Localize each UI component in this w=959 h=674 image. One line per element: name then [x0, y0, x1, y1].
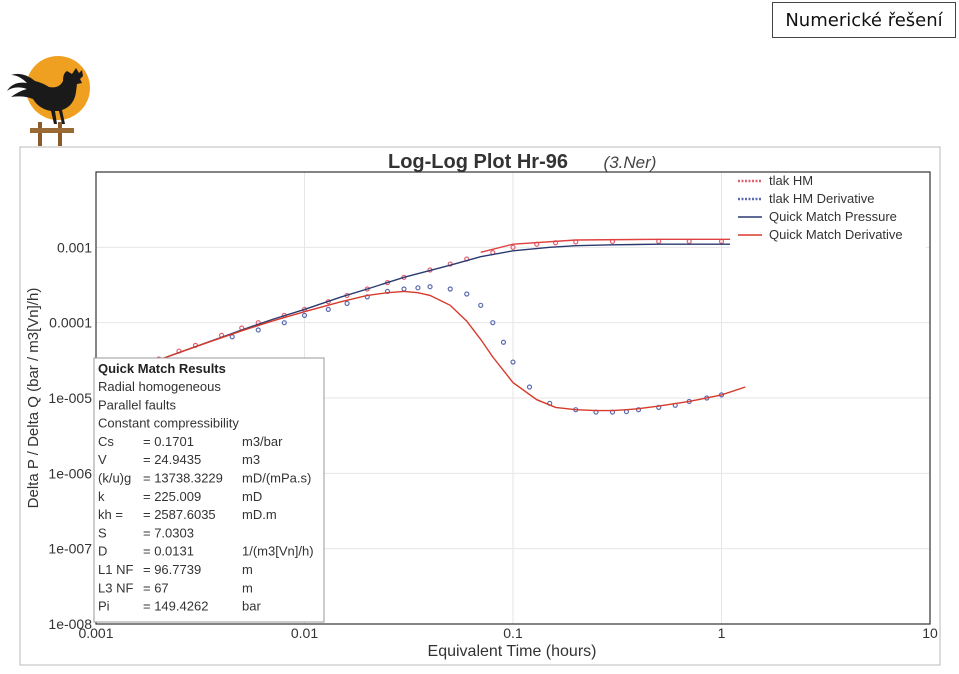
tlak-hm-point [510, 244, 516, 250]
fence-rail [30, 128, 74, 133]
param-unit: mD/(mPa.s) [242, 471, 311, 486]
param-name: V [98, 452, 107, 467]
param-unit: mD.m [242, 507, 277, 522]
x-tick-label: 10 [922, 625, 938, 641]
tlak-hm-derivative-point [635, 407, 642, 413]
results-title: Quick Match Results [98, 361, 226, 376]
param-value: = 149.4262 [143, 599, 208, 614]
param-unit: m [242, 562, 253, 577]
param-name: kh = [98, 507, 123, 522]
param-name: Pi [98, 599, 110, 614]
param-value: = 96.7739 [143, 562, 201, 577]
y-tick-label: 1e-005 [48, 390, 92, 406]
results-box-frame [93, 357, 325, 623]
tlak-hm-derivative-point [526, 384, 533, 390]
legend-label: Quick Match Derivative [769, 227, 903, 242]
tlak-hm-derivative-point [344, 300, 350, 307]
param-unit: bar [242, 599, 261, 614]
rooster-icon [7, 68, 83, 124]
y-tick-label: 0.001 [57, 239, 92, 255]
tlak-hm-derivative-point [464, 291, 470, 297]
tlak-hm-derivative-point [490, 320, 496, 326]
results-line: Radial homogeneous [98, 379, 221, 394]
param-value: = 0.0131 [143, 544, 194, 559]
x-tick-label: 1 [718, 625, 726, 641]
tlak-hm-derivative-point [401, 286, 407, 292]
legend-label: tlak HM [769, 173, 813, 188]
x-tick-label: 0.001 [78, 625, 113, 641]
param-value: = 225.009 [143, 489, 201, 504]
x-tick-labels: 0.001 0.01 0.1 1 10 [78, 625, 938, 641]
tlak-hm-derivative-point [427, 284, 433, 290]
fence-post [58, 122, 62, 146]
tlak-hm-derivative-point [510, 359, 516, 365]
param-name: L3 NF [98, 580, 133, 595]
tlak-hm-derivative-point [281, 320, 287, 326]
tlak-hm-derivative-point [325, 306, 331, 313]
param-value: = 2587.6035 [143, 507, 216, 522]
legend-bg [730, 174, 926, 250]
quick-match-pressure-line [132, 243, 926, 371]
title-annotation: (3.Ner) [604, 153, 657, 172]
tlak-hm-derivative-point [415, 285, 421, 291]
y-tick-label: 1e-006 [48, 465, 92, 481]
outer-border [19, 146, 941, 666]
y-axis-label: Delta P / Delta Q (bar / m3[Vn]/h) [25, 288, 42, 509]
param-unit: m3/bar [242, 434, 283, 449]
chart-title: Log-Log Plot Hr-96 [388, 151, 568, 173]
numeric-solution-badge: Numerické řešení [772, 2, 956, 38]
x-tick-label: 0.01 [291, 625, 318, 641]
tlak-hm-derivative-point [447, 286, 453, 292]
results-line: Constant compressibility [98, 416, 239, 431]
param-unit: m [242, 580, 253, 595]
rooster-sun-logo [7, 56, 90, 146]
tlak-hm-derivative-point [255, 327, 261, 333]
y-tick-label: 0.0001 [49, 315, 92, 331]
param-name: k [98, 489, 105, 504]
param-unit: mD [242, 489, 262, 504]
legend-label: Quick Match Pressure [769, 209, 897, 224]
quick-match-results-box: Quick Match Results Radial homogeneous Par… [93, 357, 325, 623]
quick-match-derivative-line [132, 290, 746, 412]
y-tick-labels: 0.001 0.0001 1e-005 1e-006 1e-007 1e-008 [48, 239, 92, 632]
param-value: = 24.9435 [143, 452, 201, 467]
legend: tlak HM tlak HM Derivative Quick Match Pre… [730, 173, 926, 250]
param-unit: m3 [242, 452, 260, 467]
results-line: Parallel faults [98, 397, 177, 412]
y-tick-label: 1e-007 [48, 541, 92, 557]
param-value: = 7.0303 [143, 525, 194, 540]
x-axis-label: Equivalent Time (hours) [428, 643, 597, 660]
param-name: (k/u)g [98, 471, 131, 486]
param-value: = 13738.3229 [143, 471, 223, 486]
fence-post [38, 122, 42, 146]
tlak-hm-derivative-point [301, 312, 308, 318]
param-unit: 1/(m3[Vn]/h) [242, 544, 314, 559]
param-value: = 0.1701 [143, 434, 194, 449]
param-name: L1 NF [98, 562, 133, 577]
param-value: = 67 [143, 580, 169, 595]
x-tick-label: 0.1 [503, 625, 523, 641]
tlak-hm-derivative-point [229, 334, 235, 340]
param-name: Cs [98, 434, 114, 449]
param-name: D [98, 544, 107, 559]
tlak-hm-derivative-point [478, 302, 484, 308]
param-name: S [98, 525, 107, 540]
y-tick-label: 1e-008 [48, 616, 92, 632]
tlak-hm-derivative-point [500, 339, 507, 345]
legend-label: tlak HM Derivative [769, 191, 874, 206]
